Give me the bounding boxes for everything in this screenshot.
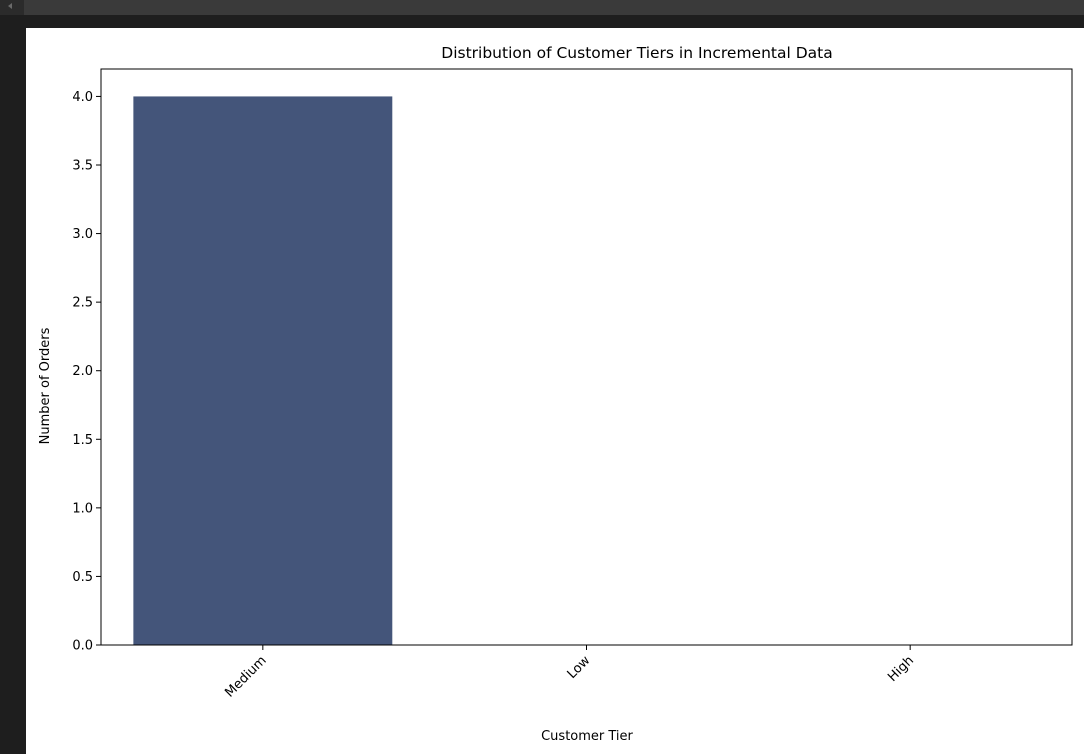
x-tick-label: High bbox=[885, 653, 917, 685]
x-tick-label: Low bbox=[565, 653, 594, 682]
y-tick-label: 1.5 bbox=[72, 433, 93, 448]
horizontal-scroll-track[interactable] bbox=[24, 0, 1084, 15]
cell-output: Distribution of Customer Tiers in Increm… bbox=[26, 28, 1084, 754]
y-tick-label: 0.5 bbox=[72, 570, 93, 585]
y-tick-label: 1.0 bbox=[72, 501, 93, 516]
top-scrollbar[interactable] bbox=[0, 0, 1084, 15]
plot-area: 0.0 0.5 1.0 1.5 2.0 2.5 3.0 3.5 4.0 Medium Low High bbox=[72, 68, 1073, 701]
y-tick-label: 0.0 bbox=[72, 639, 93, 654]
bar-chart: Distribution of Customer Tiers in Increm… bbox=[38, 44, 1073, 744]
y-tick-label: 4.0 bbox=[72, 90, 93, 105]
y-axis-label: Number of Orders bbox=[38, 327, 53, 444]
x-axis-label: Customer Tier bbox=[541, 729, 633, 744]
y-tick-label: 2.5 bbox=[72, 296, 93, 311]
y-tick-label: 3.0 bbox=[72, 227, 93, 242]
scroll-left-icon[interactable] bbox=[8, 3, 12, 9]
bar-medium bbox=[133, 96, 393, 646]
x-tick-label: Medium bbox=[222, 653, 269, 700]
cell-gutter bbox=[0, 15, 26, 754]
y-tick-label: 3.5 bbox=[72, 159, 93, 174]
chart-title: Distribution of Customer Tiers in Increm… bbox=[441, 44, 832, 62]
y-tick-label: 2.0 bbox=[72, 364, 93, 379]
